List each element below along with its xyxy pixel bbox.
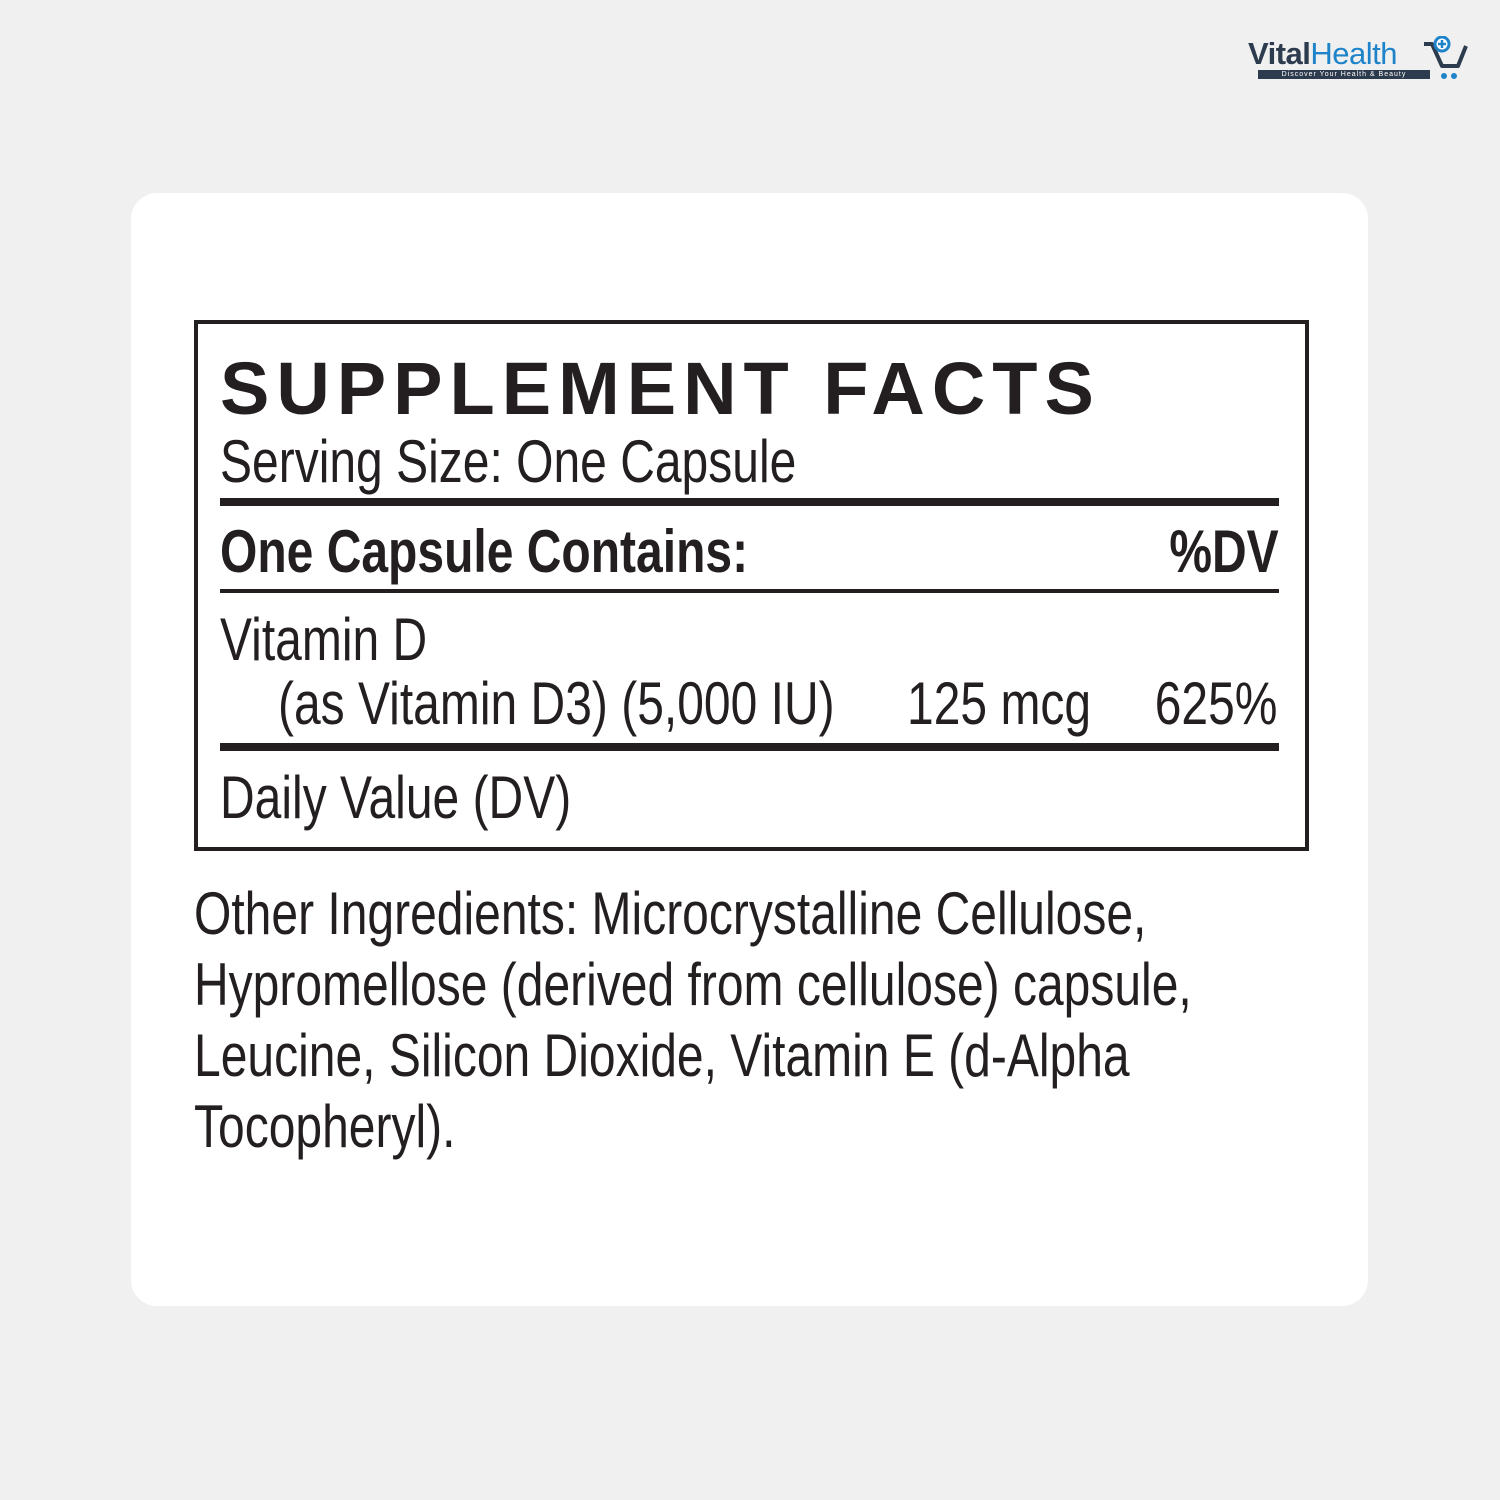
thin-divider (220, 589, 1279, 593)
ingredients-line: Tocopheryl). (194, 1093, 456, 1160)
thick-divider (220, 743, 1279, 751)
facts-title: SUPPLEMENT FACTS (220, 347, 1101, 430)
supplement-facts-panel: SUPPLEMENT FACTS Serving Size: One Capsu… (194, 320, 1309, 851)
ingredients-line: Leucine, Silicon Dioxide, Vitamin E (d-A… (194, 1022, 1130, 1089)
vitalhealth-logo: VitalHealth Discover Your Health & Beaut… (1248, 36, 1470, 84)
ingredients-line: Hypromellose (derived from cellulose) ca… (194, 951, 1192, 1018)
nutrient-detail: (as Vitamin D3) (5,000 IU) (278, 670, 835, 737)
thick-divider (220, 498, 1279, 506)
logo-word-health: Health (1310, 36, 1398, 71)
dv-header: %DV (1169, 518, 1279, 585)
dv-footnote: Daily Value (DV) (220, 764, 572, 831)
cart-plus-icon (1424, 36, 1468, 79)
nutrient-amount: 125 mcg (906, 670, 1091, 737)
logo-tagline: Discover Your Health & Beauty (1258, 70, 1430, 79)
logo-word-vital: Vital (1248, 36, 1311, 71)
serving-size: Serving Size: One Capsule (220, 428, 797, 495)
logo-wordmark: VitalHealth (1248, 36, 1398, 72)
contains-header: One Capsule Contains: (220, 518, 749, 585)
nutrient-dv: 625% (1154, 670, 1277, 737)
nutrient-name: Vitamin D (220, 606, 428, 673)
ingredients-line: Other Ingredients: Microcrystalline Cell… (194, 880, 1147, 947)
